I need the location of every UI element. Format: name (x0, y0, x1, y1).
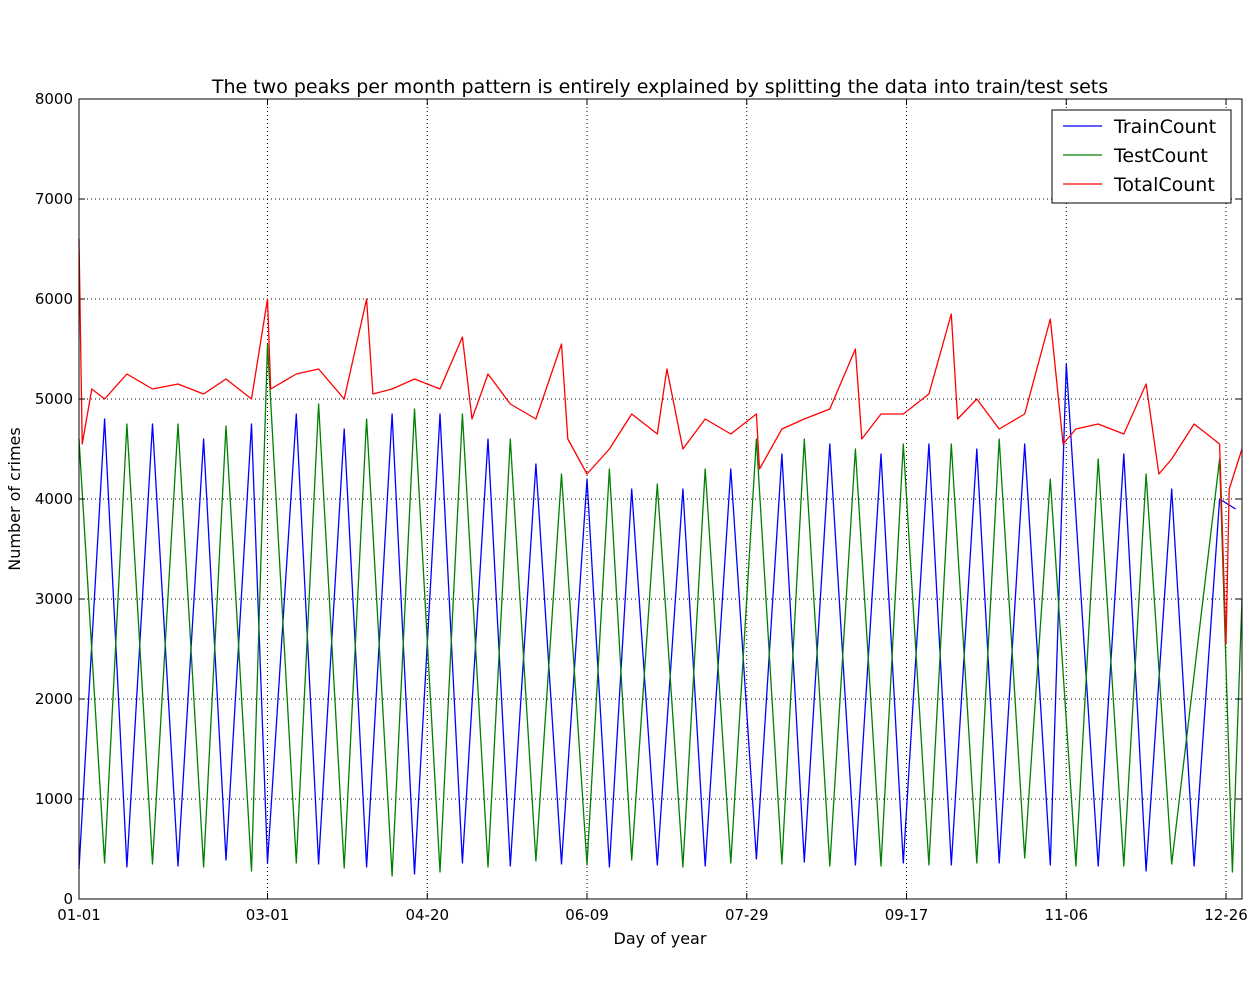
x-tick-label: 09-17 (885, 906, 929, 924)
x-tick-label: 06-09 (565, 906, 609, 924)
x-tick-label: 07-29 (725, 906, 769, 924)
legend: TrainCount TestCount TotalCount (1051, 109, 1232, 204)
series-line-traincount (78, 363, 1236, 875)
axis-ticks: 01-01 03-01 04-20 06-09 07-29 09-17 11-06 12-26… (35, 90, 1248, 924)
y-tick-label: 2000 (35, 690, 73, 708)
y-tick-label: 0 (63, 890, 73, 908)
legend-label-traincount: TrainCount (1113, 116, 1216, 138)
x-tick-label: 11-06 (1044, 906, 1088, 924)
x-axis-label: Day of year (614, 929, 707, 948)
legend-label-testcount: TestCount (1113, 145, 1208, 167)
series-line-testcount (78, 343, 1243, 877)
plot-area (78, 238, 1243, 877)
x-tick-label: 03-01 (246, 906, 290, 924)
x-tick-label: 12-26 (1204, 906, 1248, 924)
y-tick-label: 7000 (35, 190, 73, 208)
y-axis-label: Number of crimes (5, 427, 24, 570)
y-tick-label: 5000 (35, 390, 73, 408)
x-tick-label: 01-01 (57, 906, 101, 924)
y-tick-label: 6000 (35, 290, 73, 308)
y-tick-label: 1000 (35, 790, 73, 808)
y-tick-label: 3000 (35, 590, 73, 608)
legend-label-totalcount: TotalCount (1113, 174, 1215, 196)
chart-title: The two peaks per month pattern is entir… (211, 76, 1108, 98)
y-tick-label: 4000 (35, 490, 73, 508)
y-tick-label: 8000 (35, 90, 73, 108)
x-tick-label: 04-20 (405, 906, 449, 924)
series-line-totalcount (78, 238, 1243, 645)
